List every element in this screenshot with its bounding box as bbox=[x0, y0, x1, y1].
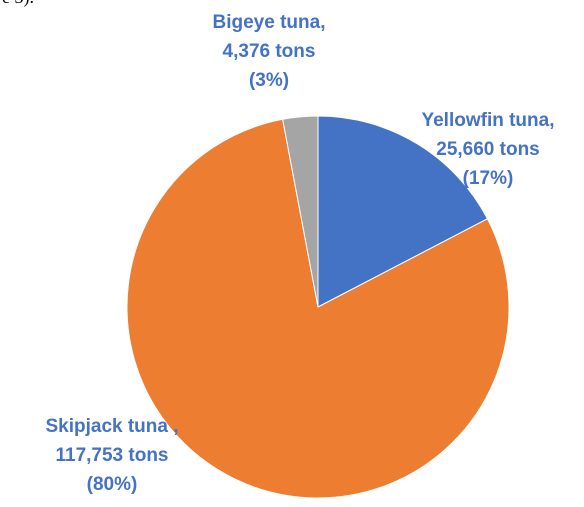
data-label-line: Bigeye tuna, bbox=[213, 12, 326, 33]
data-label-bigeye-tuna: Bigeye tuna, 4,376 tons (3%) bbox=[213, 12, 326, 91]
data-label-line: 4,376 tons bbox=[223, 41, 316, 62]
data-label-line: (3%) bbox=[249, 70, 289, 91]
pie-labels: Yellowfin tuna, 25,660 tons (17%) Skipjack … bbox=[45, 12, 554, 495]
data-label-line: (17%) bbox=[463, 168, 514, 189]
data-label-line: 117,753 tons bbox=[55, 445, 168, 466]
data-label-line: Yellowfin tuna, bbox=[421, 110, 554, 131]
pie-slice-skipjack-tuna bbox=[126, 118, 510, 499]
pie-slices bbox=[126, 115, 510, 499]
data-label-yellowfin-tuna: Yellowfin tuna, 25,660 tons (17%) bbox=[421, 110, 554, 189]
data-label-line: Skipjack tuna , bbox=[45, 416, 178, 437]
data-label-line: (80%) bbox=[87, 474, 138, 495]
data-label-skipjack-tuna: Skipjack tuna , 117,753 tons (80%) bbox=[45, 416, 178, 495]
page-text-fragment: e 3). bbox=[2, 0, 34, 8]
pie-slice-bigeye-tuna bbox=[282, 115, 319, 308]
data-label-line: 25,660 tons bbox=[436, 139, 540, 160]
pie-slice-yellowfin-tuna bbox=[317, 115, 489, 308]
